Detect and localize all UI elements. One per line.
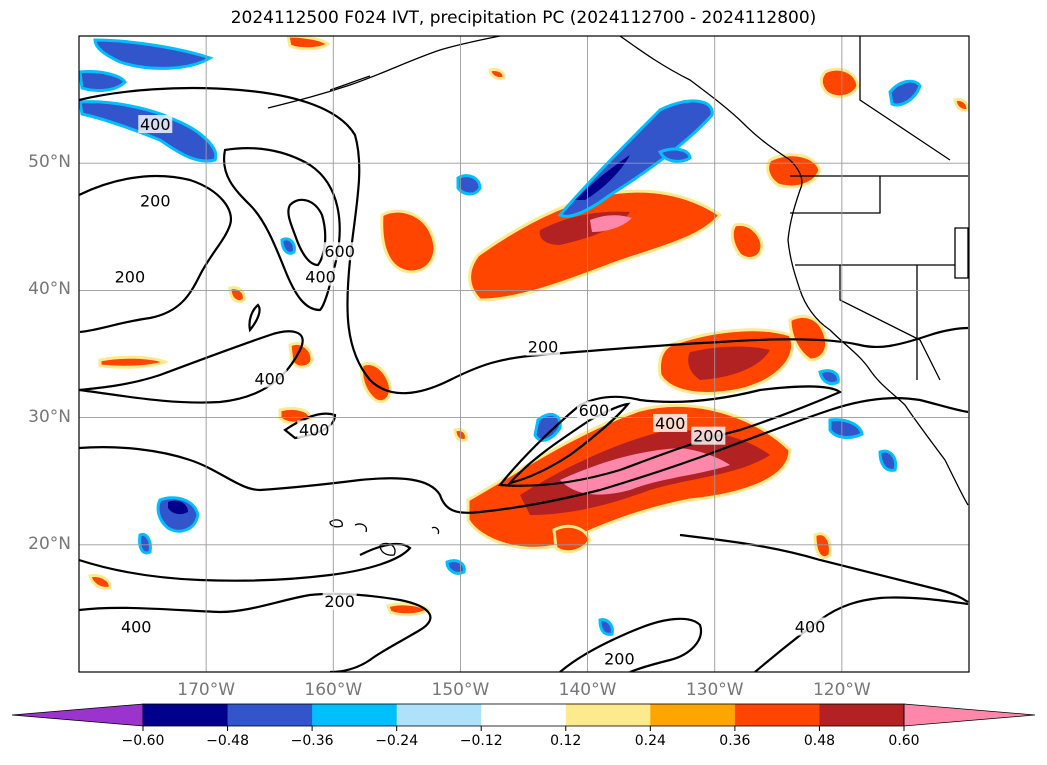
contour-label-background xyxy=(138,115,173,134)
colorbar-segment xyxy=(734,704,820,726)
contour-label-background xyxy=(138,191,173,210)
contour-label: 600 xyxy=(579,401,610,420)
latitude-label: 50°N xyxy=(28,152,71,173)
contour-label-background xyxy=(526,337,561,356)
contour-label: 200 xyxy=(693,427,724,446)
colorbar-segment xyxy=(143,704,229,726)
contour-label: 600 xyxy=(324,242,355,261)
colorbar-tick-label: 0.36 xyxy=(719,733,751,749)
contour-label: 400 xyxy=(655,414,686,433)
latitude-label: 20°N xyxy=(28,533,71,554)
contour-label-background xyxy=(691,426,726,445)
longitude-label: 140°W xyxy=(558,680,617,700)
longitude-label: 150°W xyxy=(431,680,490,700)
ivt-contours xyxy=(79,86,969,672)
contour-label: 200 xyxy=(115,268,146,287)
colorbar-tick-label: 0.48 xyxy=(803,733,836,749)
colorbar-tick-label: 0.12 xyxy=(550,733,582,749)
colorbar-tick-label: −0.24 xyxy=(375,733,419,749)
contour-label-background xyxy=(252,369,287,388)
contour-label: 400 xyxy=(305,268,336,287)
colorbar-segment xyxy=(312,704,398,726)
coastlines xyxy=(267,36,969,556)
contour-label-background xyxy=(322,242,357,261)
colorbar-segment xyxy=(819,704,905,726)
contour-label-background xyxy=(653,413,688,432)
longitude-label: 160°W xyxy=(304,680,363,700)
contour-label: 200 xyxy=(140,191,171,210)
contour-label: 200 xyxy=(528,338,559,357)
contour-label: 400 xyxy=(121,617,152,636)
contour-label-background xyxy=(297,420,332,439)
longitude-label: 170°W xyxy=(177,680,236,700)
contour-label: 200 xyxy=(604,649,635,668)
contour-label-background xyxy=(602,649,637,668)
precip-positive-fields xyxy=(88,36,969,617)
colorbar-tick-label: −0.36 xyxy=(290,733,334,749)
longitude-label: 120°W xyxy=(812,680,871,700)
colorbar-segment xyxy=(396,704,482,726)
contour-label-background xyxy=(112,267,147,286)
contour-label-background xyxy=(119,617,154,636)
latitude-label: 40°N xyxy=(28,279,71,300)
colorbar-extend-high xyxy=(903,703,1036,727)
contour-label-background xyxy=(793,617,828,636)
colorbar-segment xyxy=(650,704,736,726)
contour-label-background xyxy=(576,401,611,420)
contour-labels: 400 200 200 600 400 400 400 200 600 400 200 200 400 4… xyxy=(112,115,828,668)
colorbar-tick-label: 0.24 xyxy=(634,733,666,749)
latitude-label: 30°N xyxy=(28,406,71,427)
contour-label: 400 xyxy=(795,617,826,636)
map-title: 2024112500 F024 IVT, precipitation PC (2… xyxy=(230,8,817,28)
contour-label: 400 xyxy=(140,115,171,134)
colorbar-tick-label: −0.60 xyxy=(121,733,165,749)
map-frame xyxy=(78,35,970,673)
longitude-label: 130°W xyxy=(685,680,744,700)
colorbar-segment xyxy=(227,704,313,726)
colorbar-extend-low xyxy=(11,703,144,727)
colorbar-tick-label: 0.60 xyxy=(888,733,920,749)
contour-label-background xyxy=(303,267,338,286)
contour-label: 400 xyxy=(254,369,285,388)
contour-label: 400 xyxy=(299,420,330,439)
colorbar-tick-label: −0.12 xyxy=(459,733,503,749)
colorbar-segment xyxy=(481,704,567,726)
colorbar-tick-label: −0.48 xyxy=(206,733,249,749)
colorbar-segment xyxy=(565,704,651,726)
colorbar xyxy=(11,703,1036,731)
graticule xyxy=(79,36,969,672)
colorbar-frame xyxy=(142,703,905,727)
contour-label-background xyxy=(322,592,357,611)
contour-label: 200 xyxy=(324,592,355,611)
